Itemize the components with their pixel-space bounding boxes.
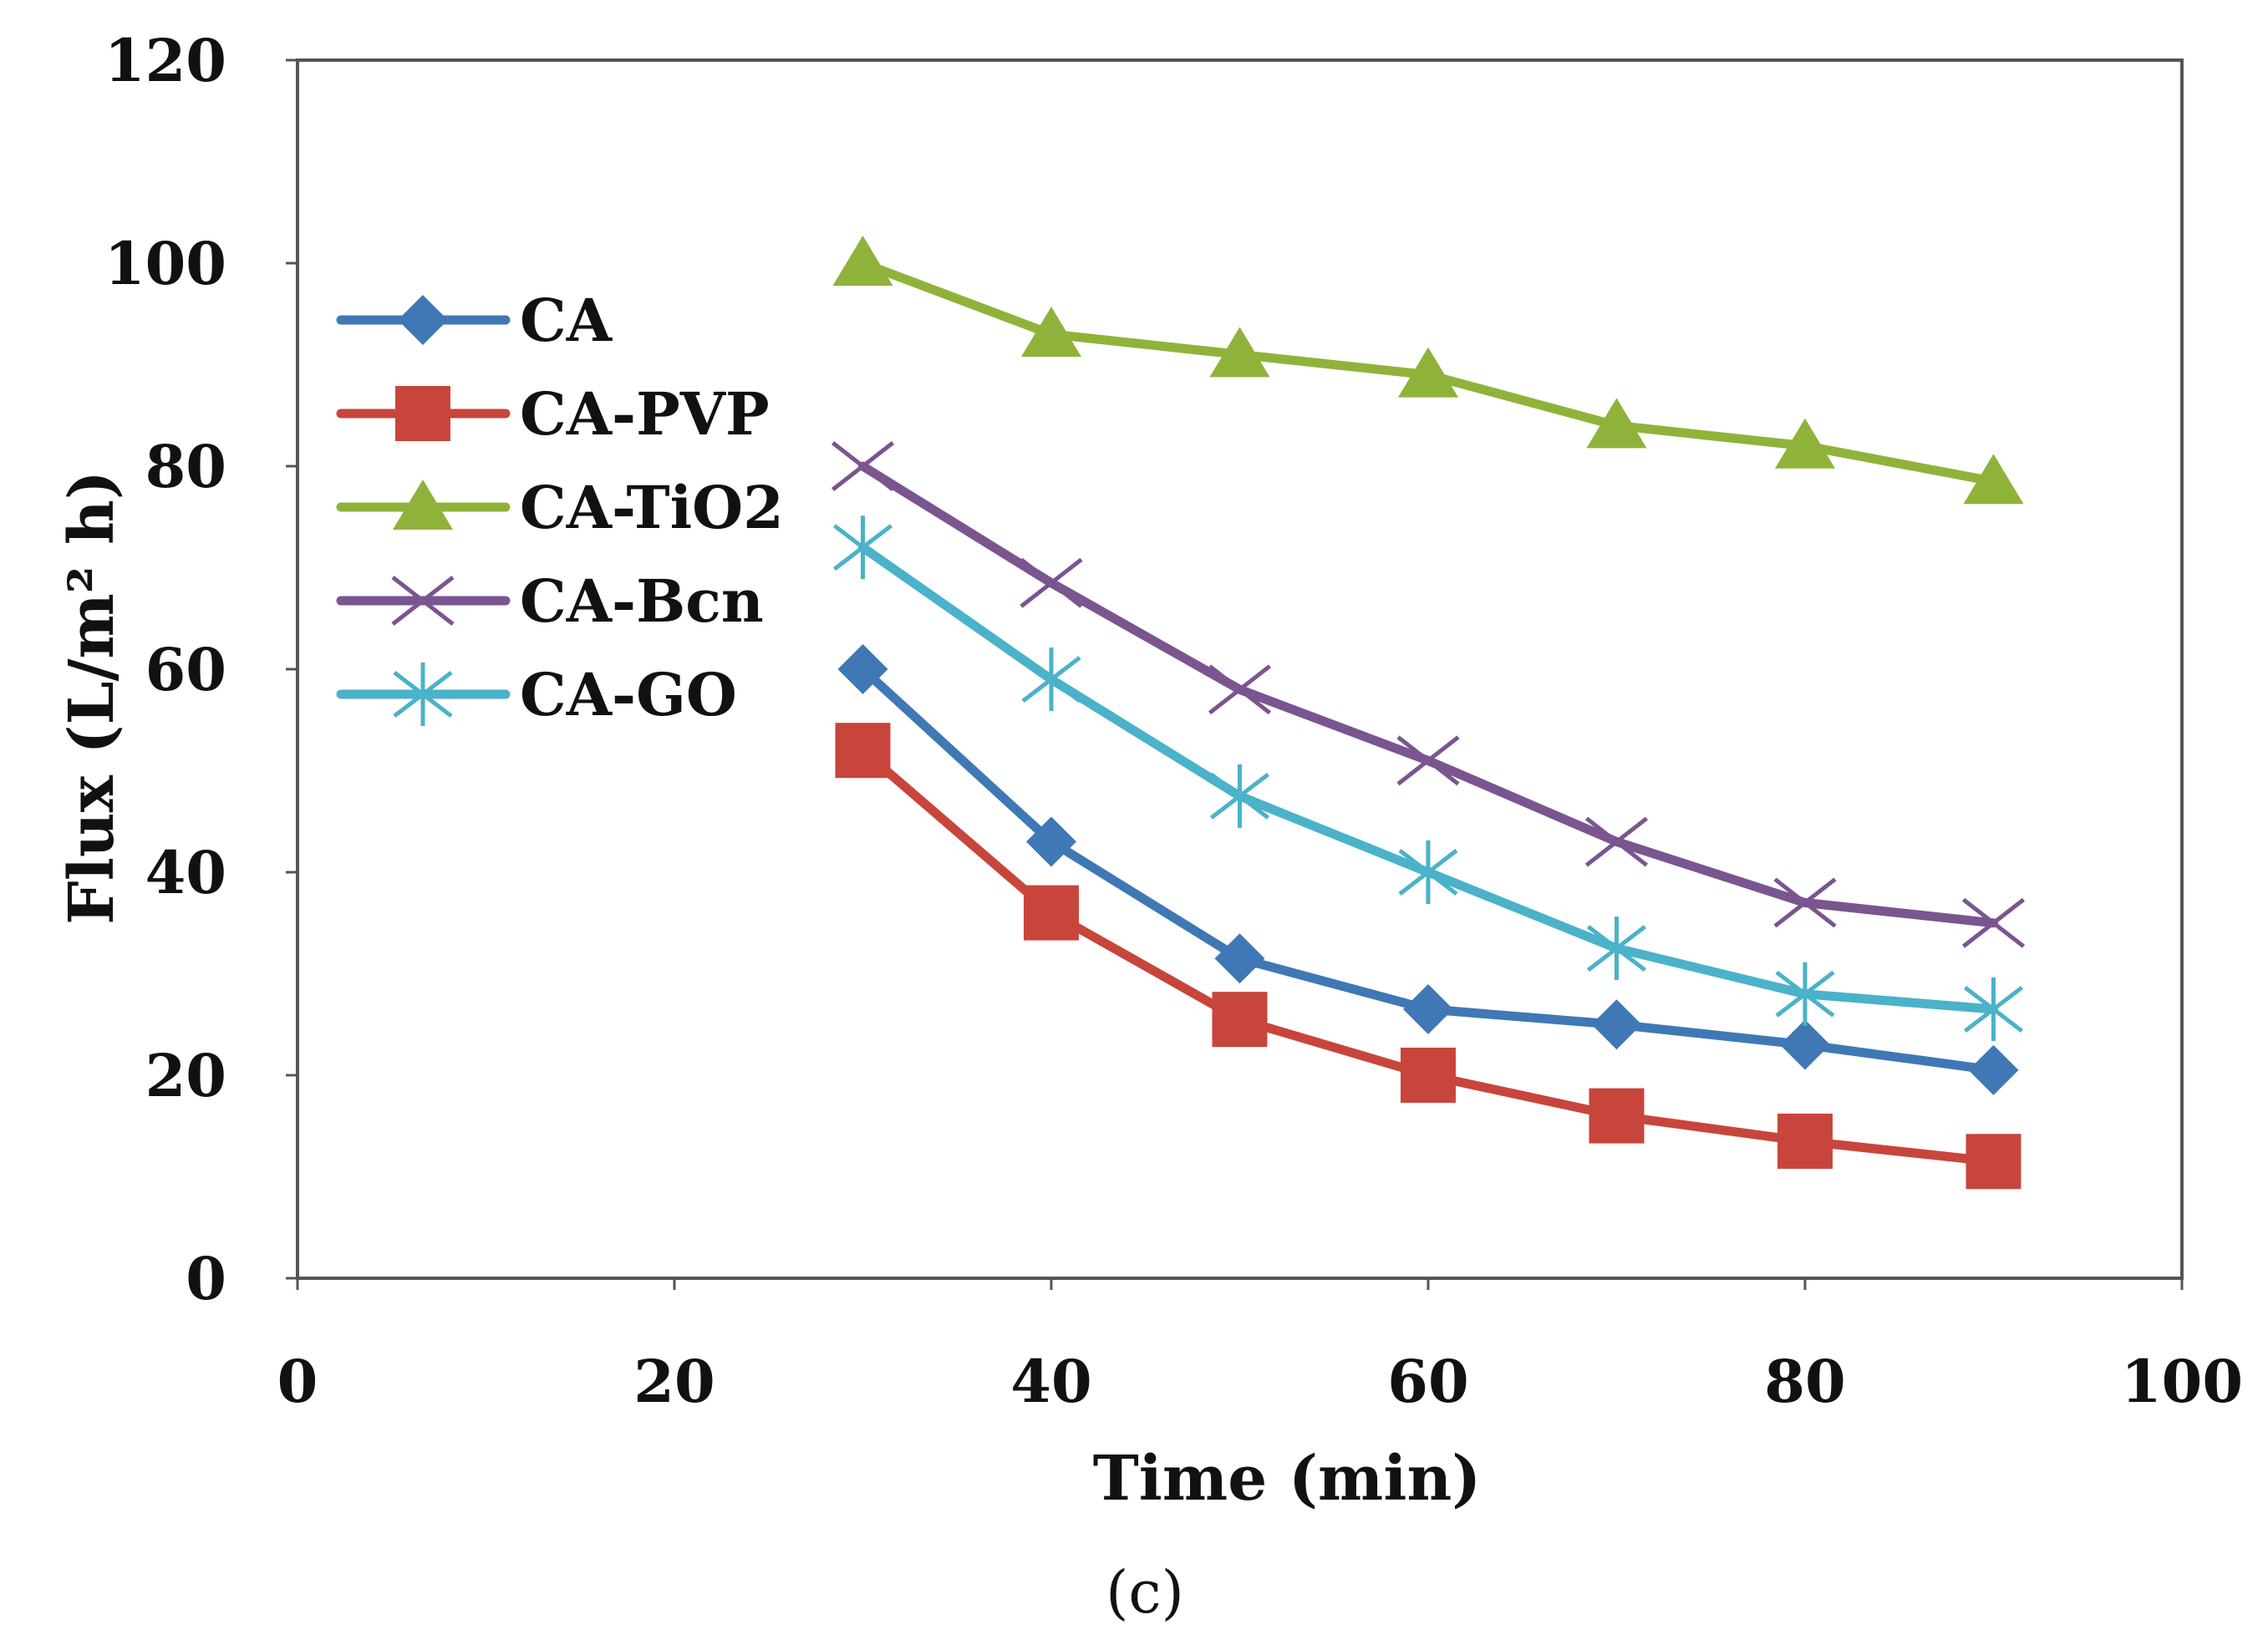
data-point-ca-tio2-1 [1021, 307, 1081, 358]
data-point-ca-pvp-5 [1777, 1113, 1833, 1169]
data-point-ca-pvp-4 [1589, 1088, 1645, 1144]
x-tick-label-3: 60 [1387, 1347, 1468, 1416]
data-point-ca-4 [1591, 999, 1642, 1050]
data-point-ca-6 [1968, 1044, 2019, 1095]
data-point-ca-1 [1026, 816, 1076, 867]
data-point-ca-5 [1780, 1019, 1830, 1070]
data-point-ca-2 [1214, 933, 1265, 984]
y-tick-label-4: 80 [145, 432, 226, 501]
legend-swatch-marker-ca-pvp [395, 386, 450, 441]
series-ca-tio2 [832, 236, 2024, 505]
legend-item-ca-go: CA-GO [336, 660, 737, 729]
legend-item-ca-pvp: CA-PVP [336, 379, 770, 449]
legend-swatch-marker-ca [398, 295, 448, 345]
data-point-ca-tio2-2 [1209, 327, 1270, 378]
x-tick-label-5: 100 [2121, 1347, 2243, 1416]
series-ca-bcn [831, 441, 2026, 948]
data-point-ca-bcn-1 [1020, 557, 1083, 608]
data-point-ca-bcn-3 [1396, 735, 1460, 786]
legend-swatch-marker-ca-go [393, 663, 453, 726]
x-tick-label-0: 0 [277, 1347, 318, 1416]
series-layer [831, 236, 2026, 1190]
data-point-ca-bcn-0 [831, 441, 895, 491]
y-tick-label-6: 120 [104, 26, 226, 95]
legend-label-ca: CA [520, 286, 613, 355]
legend-item-ca-tio2: CA-TiO2 [336, 473, 784, 542]
y-tick-label-0: 0 [186, 1244, 226, 1313]
series-ca-go [832, 515, 2024, 1042]
x-tick-label-2: 40 [1010, 1347, 1091, 1416]
y-tick-label-5: 100 [104, 229, 226, 298]
data-point-ca-go-4 [1586, 916, 1647, 981]
y-axis-title: Flux (L/m² h) [56, 470, 128, 925]
data-point-ca-go-5 [1775, 962, 1835, 1026]
data-point-ca-pvp-3 [1401, 1048, 1456, 1103]
y-tick-label-2: 40 [145, 838, 226, 907]
data-point-ca-bcn-6 [1961, 897, 2026, 948]
axes: 0 20 40 60 80 100 0 20 40 60 80 100 120 [104, 26, 2243, 1416]
data-point-ca-bcn-2 [1208, 664, 1272, 715]
data-point-ca-pvp-6 [1965, 1134, 2021, 1190]
data-point-ca-bcn-5 [1773, 877, 1837, 928]
figure-caption: (c) [1106, 1558, 1184, 1627]
legend-swatch-marker-ca-bcn [391, 576, 455, 626]
legend-label-ca-tio2: CA-TiO2 [520, 473, 784, 542]
data-point-ca-tio2-3 [1398, 347, 1458, 398]
data-point-ca-go-0 [832, 515, 893, 580]
data-point-ca-pvp-2 [1212, 992, 1268, 1048]
legend: CA CA-PVP CA-TiO2 CA-Bcn CA-GO [336, 286, 784, 729]
data-point-ca-go-3 [1398, 840, 1458, 904]
plot-area [296, 58, 2184, 1280]
legend-label-ca-bcn: CA-Bcn [520, 566, 764, 636]
data-point-ca-pvp-0 [835, 723, 891, 779]
data-point-ca-go-2 [1209, 764, 1270, 828]
data-point-ca-tio2-6 [1963, 454, 2024, 505]
x-axis-title: Time (min) [1093, 1443, 1482, 1515]
x-tick-label-4: 80 [1764, 1347, 1845, 1416]
series-ca [837, 644, 2019, 1095]
data-point-ca-tio2-0 [832, 236, 893, 286]
data-point-ca-tio2-5 [1775, 418, 1835, 469]
x-tick-label-1: 20 [633, 1347, 714, 1416]
data-point-ca-pvp-1 [1024, 885, 1079, 941]
legend-item-ca-bcn: CA-Bcn [336, 566, 764, 636]
legend-label-ca-pvp: CA-PVP [520, 379, 770, 449]
legend-item-ca: CA [336, 286, 613, 355]
y-tick-label-1: 20 [145, 1041, 226, 1110]
legend-swatch-marker-ca-tio2 [393, 480, 453, 530]
data-point-ca-go-1 [1021, 647, 1081, 712]
y-tick-label-3: 60 [145, 635, 226, 704]
data-point-ca-bcn-4 [1584, 816, 1649, 867]
data-point-ca-go-6 [1963, 977, 2024, 1042]
data-point-ca-tio2-4 [1586, 398, 1647, 449]
series-ca-pvp [835, 723, 2021, 1190]
data-point-ca-0 [837, 644, 888, 694]
legend-label-ca-go: CA-GO [520, 660, 737, 729]
data-point-ca-3 [1403, 984, 1453, 1035]
